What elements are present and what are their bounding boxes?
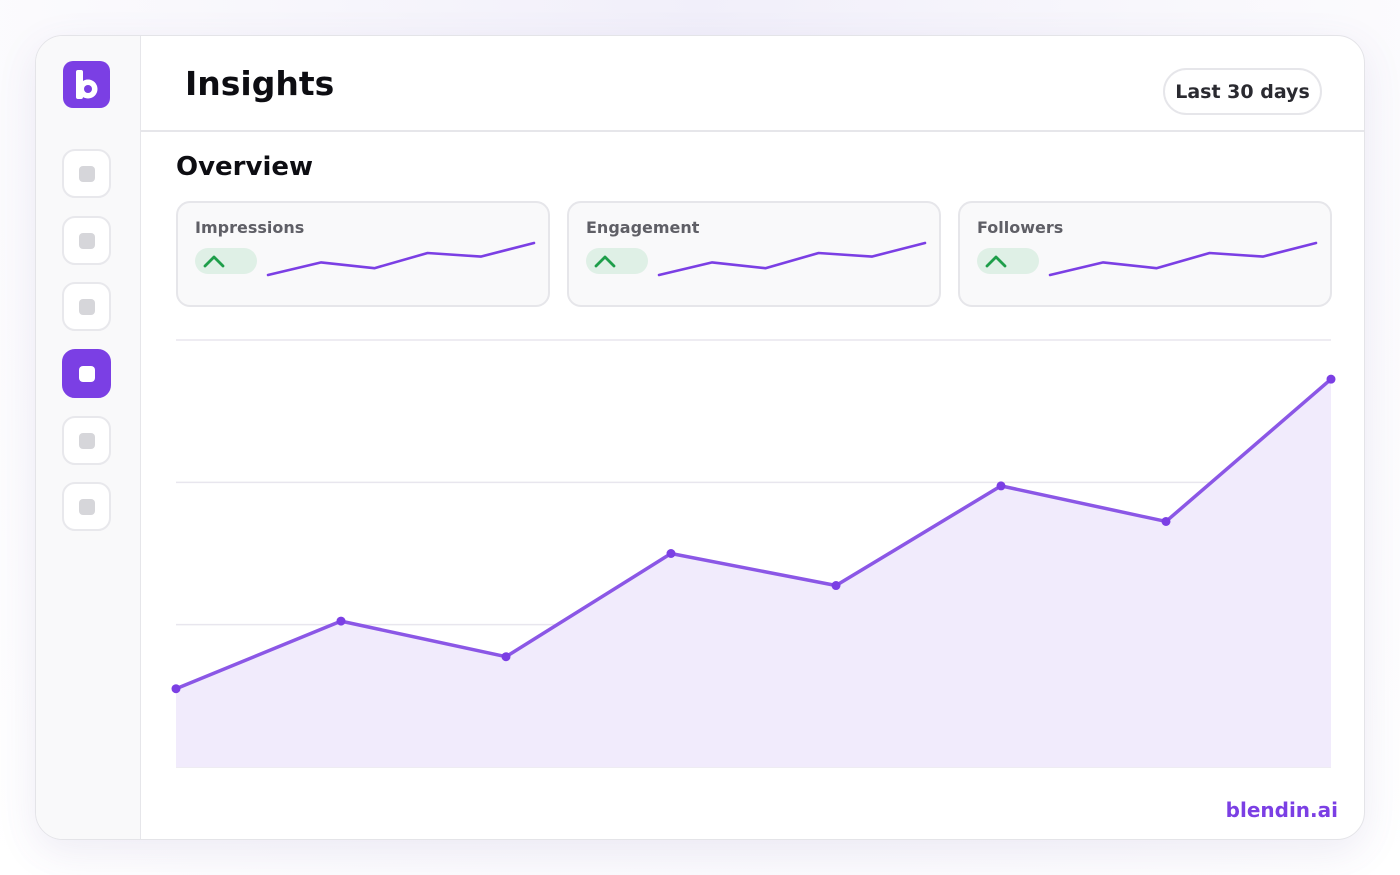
data-point[interactable] <box>171 684 181 694</box>
sparkline <box>266 241 536 277</box>
sidebar-item-1[interactable] <box>62 149 111 198</box>
metric-label: Engagement <box>586 218 700 237</box>
sparkline <box>1048 241 1318 277</box>
chevron-up-icon <box>203 255 225 268</box>
trend-chart <box>171 339 1336 768</box>
overview-title: Overview <box>176 152 314 182</box>
nav-square-icon <box>78 432 95 449</box>
sidebar-item-5[interactable] <box>62 416 111 465</box>
chevron-up-icon <box>594 255 616 268</box>
sidebar <box>36 36 141 839</box>
metric-card-impressions[interactable]: Impressions <box>176 201 550 307</box>
data-point[interactable] <box>996 481 1006 491</box>
nav-square-icon <box>78 232 95 249</box>
page-header: Insights Last 30 days <box>141 36 1364 132</box>
trend-badge <box>586 248 648 274</box>
sidebar-item-4[interactable] <box>62 349 111 398</box>
sparkline <box>657 241 927 277</box>
date-range-button[interactable]: Last 30 days <box>1163 68 1322 115</box>
sidebar-item-6[interactable] <box>62 482 111 531</box>
page-title: Insights <box>185 64 335 103</box>
data-point[interactable] <box>1326 374 1336 384</box>
chevron-up-icon <box>985 255 1007 268</box>
nav-square-icon <box>78 498 95 515</box>
data-point[interactable] <box>666 549 676 558</box>
metric-card-followers[interactable]: Followers <box>958 201 1332 307</box>
series-line <box>175 377 1333 691</box>
trend-badge <box>195 248 257 274</box>
app-window: Insights Last 30 days Overview Impressio… <box>35 35 1365 840</box>
metric-label: Followers <box>977 218 1064 237</box>
nav-square-icon <box>78 365 95 382</box>
data-point[interactable] <box>501 652 511 662</box>
nav-square-icon <box>78 298 95 315</box>
data-point[interactable] <box>831 581 841 591</box>
data-point[interactable] <box>1161 516 1171 526</box>
metric-card-engagement[interactable]: Engagement <box>567 201 941 307</box>
brand-watermark: blendin.ai <box>1225 798 1338 822</box>
area-fill <box>176 379 1331 767</box>
trend-badge <box>977 248 1039 274</box>
sidebar-item-2[interactable] <box>62 216 111 265</box>
metric-label: Impressions <box>195 218 305 237</box>
blendin-logo-icon[interactable] <box>63 61 110 108</box>
nav-square-icon <box>78 165 95 182</box>
data-point[interactable] <box>336 616 346 626</box>
sidebar-item-3[interactable] <box>62 282 111 331</box>
